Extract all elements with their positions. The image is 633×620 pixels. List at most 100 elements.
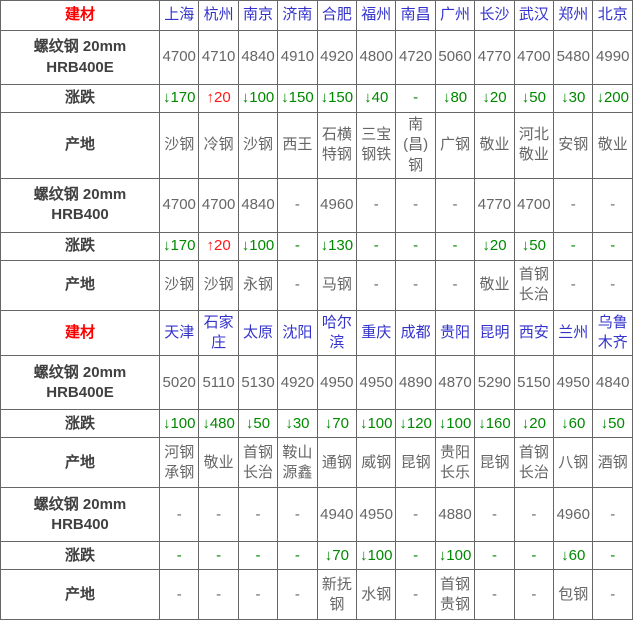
origin-cell: - <box>395 259 436 311</box>
price-cell: 4840 <box>237 30 279 85</box>
origin-cell: 首钢长治 <box>237 437 279 489</box>
origin-row: 产地 - - - - 新抚钢 水钢 - 首钢贵钢 - - 包钢 - <box>0 569 633 620</box>
section-header-row: 建材 上海 杭州 南京 济南 合肥 福州 南昌 广州 长沙 武汉 郑州 北京 <box>0 0 633 31</box>
change-cell: ↓130 <box>316 231 358 261</box>
city-header-0-10: 郑州 <box>553 0 594 31</box>
change-cell: ↓30 <box>277 409 318 439</box>
origin-cell: 三宝钢铁 <box>356 112 397 179</box>
row-label-line2: HRB400E <box>46 58 114 76</box>
origin-cell: 河钢承钢 <box>158 437 200 489</box>
row-label: 涨跌 <box>0 541 160 571</box>
change-cell: ↓50 <box>237 409 279 439</box>
origin-cell: - <box>434 259 476 311</box>
price-cell: 4920 <box>277 355 318 411</box>
origin-cell: - <box>356 259 397 311</box>
price-cell: 4700 <box>158 30 200 85</box>
origin-cell: 敬业 <box>474 112 515 179</box>
change-cell: ↑20 <box>198 84 239 113</box>
origin-cell: 永钢 <box>237 259 279 311</box>
row-label-line1: 产地 <box>64 585 95 603</box>
origin-cell: 八钢 <box>553 437 594 489</box>
price-cell: 4920 <box>316 30 358 85</box>
origin-cell: 广钢 <box>434 112 476 179</box>
price-cell: 4960 <box>316 177 358 233</box>
change-cell: ↓100 <box>356 541 397 571</box>
change-cell: ↓160 <box>474 409 515 439</box>
change-row: 涨跌 ↓100 ↓480 ↓50 ↓30 ↓70 ↓100 ↓120 ↓100 ↓160 ↓20 ↓6… <box>0 409 633 439</box>
price-cell: 4840 <box>237 177 279 233</box>
city-header-0-3: 济南 <box>277 0 318 31</box>
price-cell: 4960 <box>553 487 594 543</box>
origin-cell: - <box>592 569 633 620</box>
change-cell: - <box>434 231 476 261</box>
origin-cell: 河北敬业 <box>513 112 555 179</box>
origin-cell: 南(昌)钢 <box>395 112 436 179</box>
price-cell: 5290 <box>474 355 515 411</box>
change-cell: ↓150 <box>277 84 318 113</box>
row-label-line1: 涨跌 <box>64 237 95 255</box>
change-cell: ↓100 <box>237 84 279 113</box>
price-cell: - <box>277 177 318 233</box>
origin-cell: - <box>474 569 515 620</box>
price-cell: 4700 <box>513 177 555 233</box>
origin-cell: - <box>277 259 318 311</box>
origin-cell: 首钢贵钢 <box>434 569 476 620</box>
change-cell: - <box>592 231 633 261</box>
change-cell: ↓20 <box>474 84 515 113</box>
price-cell: - <box>395 487 436 543</box>
price-cell: 4720 <box>395 30 436 85</box>
change-cell: ↑20 <box>198 231 239 261</box>
change-cell: ↓100 <box>356 409 397 439</box>
city-header-1-10: 兰州 <box>553 309 594 357</box>
change-cell: ↓50 <box>513 231 555 261</box>
change-cell: ↓70 <box>316 541 358 571</box>
row-label-line2: HRB400 <box>51 515 109 533</box>
price-cell: 4870 <box>434 355 476 411</box>
origin-cell: 包钢 <box>553 569 594 620</box>
price-cell: - <box>513 487 555 543</box>
city-header-1-9: 西安 <box>513 309 555 357</box>
origin-cell: 昆钢 <box>395 437 436 489</box>
change-cell: ↓100 <box>237 231 279 261</box>
origin-cell: - <box>237 569 279 620</box>
change-row: 涨跌 ↓170 ↑20 ↓100 ↓150 ↓150 ↓40- ↓80 ↓20 ↓50 ↓30 ↓20… <box>0 84 633 113</box>
price-cell: - <box>277 487 318 543</box>
price-cell: 5020 <box>158 355 200 411</box>
price-cell: - <box>158 487 200 543</box>
change-cell: ↓120 <box>395 409 436 439</box>
city-header-0-5: 福州 <box>356 0 397 31</box>
price-cell: 4700 <box>513 30 555 85</box>
city-header-0-1: 杭州 <box>198 0 239 31</box>
change-cell: ↓150 <box>316 84 358 113</box>
city-header-0-2: 南京 <box>237 0 279 31</box>
origin-cell: - <box>513 569 555 620</box>
row-label-line1: 产地 <box>64 276 95 294</box>
price-cell: - <box>356 177 397 233</box>
row-label: 涨跌 <box>0 84 160 113</box>
city-header-0-11: 北京 <box>592 0 633 31</box>
price-cell: 5480 <box>553 30 594 85</box>
change-cell: ↓30 <box>553 84 594 113</box>
origin-cell: 酒钢 <box>592 437 633 489</box>
row-label: 产地 <box>0 259 160 311</box>
origin-row: 产地 河钢承钢 敬业 首钢长治 鞍山源鑫 通钢 威钢 昆钢 贵阳长乐 昆钢 首钢长治 八钢 酒钢 <box>0 437 633 489</box>
price-cell: - <box>237 487 279 543</box>
row-label: 产地 <box>0 569 160 620</box>
city-header-1-7: 贵阳 <box>434 309 476 357</box>
price-cell: - <box>434 177 476 233</box>
change-cell: ↓80 <box>434 84 476 113</box>
origin-cell: - <box>553 259 594 311</box>
change-cell: - <box>553 231 594 261</box>
row-label-line1: 涨跌 <box>64 414 95 432</box>
price-cell: - <box>553 177 594 233</box>
city-header-0-4: 合肥 <box>316 0 358 31</box>
change-cell: ↓100 <box>434 409 476 439</box>
change-cell: - <box>395 541 436 571</box>
city-header-0-7: 广州 <box>434 0 476 31</box>
city-header-1-11: 乌鲁木齐 <box>592 309 633 357</box>
origin-cell: 水钢 <box>356 569 397 620</box>
change-cell: ↓480 <box>198 409 239 439</box>
city-header-1-6: 成都 <box>395 309 436 357</box>
material-header-label: 建材 <box>0 309 160 357</box>
price-cell: 5150 <box>513 355 555 411</box>
